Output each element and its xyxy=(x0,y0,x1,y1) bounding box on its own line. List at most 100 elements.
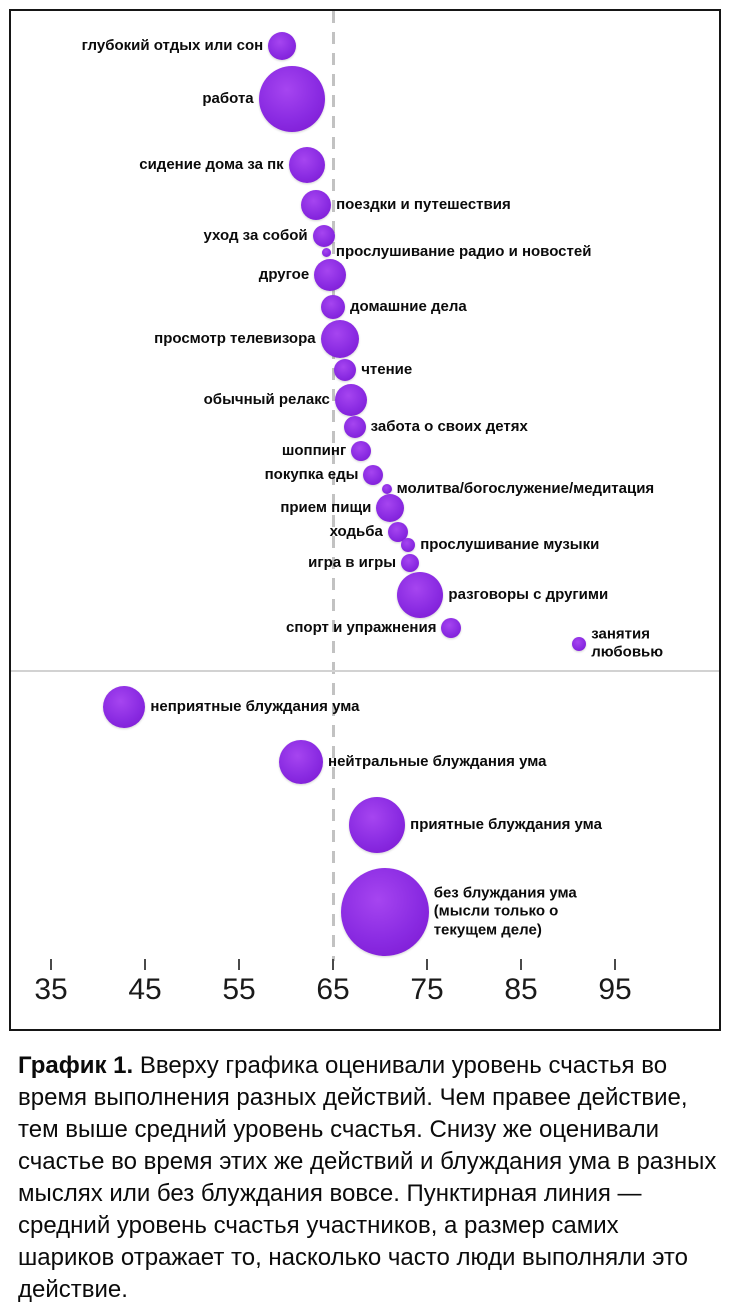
bubble xyxy=(301,190,332,220)
bubble-label-line: прием пищи xyxy=(280,498,372,516)
bubble-label-line: занятия xyxy=(591,625,650,643)
bubble xyxy=(334,359,357,381)
bubble-label: поездки и путешествия xyxy=(336,196,511,214)
bubble-label: молитва/богослужение/медитация xyxy=(397,480,655,498)
x-tick-mark xyxy=(332,959,334,970)
bubble-label-line: (мысли только о xyxy=(433,902,559,920)
bubble-label: шоппинг xyxy=(282,442,346,460)
figure-caption: График 1. Вверху графика оценивали урове… xyxy=(18,1050,718,1306)
bubble xyxy=(401,554,420,572)
bubble xyxy=(321,295,345,319)
x-tick-mark xyxy=(238,959,240,970)
bubble-label: домашние дела xyxy=(350,298,467,316)
bubble xyxy=(314,259,347,291)
bubble-label-line: поездки и путешествия xyxy=(336,195,511,213)
x-tick-label: 85 xyxy=(504,973,538,1006)
bubble xyxy=(320,320,359,358)
bubble-label-line: игра в игры xyxy=(308,553,397,571)
bubble-label-line: забота о своих детях xyxy=(370,417,528,435)
bubble xyxy=(288,147,325,183)
bubble xyxy=(376,494,405,522)
bubble-label-line: неприятные блуждания ума xyxy=(150,697,360,715)
caption-lead: График 1. xyxy=(18,1052,134,1079)
bubble-label: спорт и упражнения xyxy=(286,619,436,637)
bubble xyxy=(258,66,325,132)
bubble-label-line: работа xyxy=(202,89,254,107)
x-tick-label: 45 xyxy=(128,973,162,1006)
bubble-label: приятные блуждания ума xyxy=(410,816,602,834)
bubble-label-line: нейтральные блуждания ума xyxy=(328,752,547,770)
section-divider-line xyxy=(11,670,719,672)
x-tick-label: 65 xyxy=(316,973,350,1006)
bubble xyxy=(321,247,331,257)
bubble-label-line: чтение xyxy=(361,360,413,378)
bubble-label-line: покупка еды xyxy=(264,465,359,483)
bubble-label: ходьба xyxy=(330,523,383,541)
x-tick-mark xyxy=(614,959,616,970)
bubble-label-line: глубокий отдых или сон xyxy=(81,36,264,54)
bubble-label: покупка еды xyxy=(265,466,359,484)
bubble-label-line: прослушивание радио и новостей xyxy=(335,242,592,260)
mean-happiness-dashed-line xyxy=(331,11,335,961)
bubble xyxy=(334,384,367,416)
bubble-label-line: прослушивание музыки xyxy=(420,535,600,553)
caption-body: Вверху графика оценивали уровень счастья… xyxy=(18,1052,717,1303)
bubble-label: работа xyxy=(202,90,253,108)
bubble xyxy=(397,572,444,618)
x-tick-mark xyxy=(520,959,522,970)
bubble-label-line: текущем деле) xyxy=(433,921,542,939)
bubble-label: прием пищи xyxy=(280,499,371,517)
bubble-label-line: просмотр телевизора xyxy=(154,329,316,347)
bubble xyxy=(351,441,372,461)
bubble-label: уход за собой xyxy=(204,227,308,245)
bubble-label: неприятные блуждания ума xyxy=(150,698,359,716)
bubble-label: занятия любовью xyxy=(591,626,663,663)
bubble-label: прослушивание радио и новостей xyxy=(336,243,592,261)
bubble xyxy=(103,686,146,728)
bubble xyxy=(343,416,366,438)
bubble xyxy=(268,32,297,60)
bubble-label-line: шоппинг xyxy=(281,441,347,459)
bubble xyxy=(363,465,384,485)
bubble-label: забота о своих детях xyxy=(371,418,528,436)
bubble-label: чтение xyxy=(361,361,412,379)
bubble xyxy=(312,225,335,247)
bubble-label: разговоры с другими xyxy=(448,586,608,604)
x-tick-mark xyxy=(426,959,428,970)
bubble-label-line: приятные блуждания ума xyxy=(410,815,602,833)
bubble-label-line: ходьба xyxy=(329,522,383,540)
bubble-label: обычный релакс xyxy=(204,391,330,409)
bubble xyxy=(572,637,587,651)
bubble-label-line: обычный релакс xyxy=(203,390,330,408)
x-tick-mark xyxy=(50,959,52,970)
x-tick-mark xyxy=(144,959,146,970)
bubble xyxy=(349,797,406,853)
bubble xyxy=(279,740,324,784)
x-tick-label: 75 xyxy=(410,973,444,1006)
bubble-label-line: спорт и упражнения xyxy=(286,618,437,636)
bubble-label-line: любовью xyxy=(591,644,664,661)
bubble-label-line: другое xyxy=(258,265,310,283)
x-tick-label: 55 xyxy=(222,973,256,1006)
bubble-label-line: уход за собой xyxy=(203,226,308,244)
x-tick-label: 95 xyxy=(598,973,632,1006)
bubble-label: игра в игры xyxy=(308,554,396,572)
bubble-label: просмотр телевизора xyxy=(154,330,315,348)
bubble-label-line: разговоры с другими xyxy=(448,585,609,603)
bubble-label: сидение дома за пк xyxy=(139,156,283,174)
bubble-label-line: сидение дома за пк xyxy=(139,155,284,173)
bubble-label-line: без блуждания ума xyxy=(433,884,577,902)
bubble-label: прослушивание музыки xyxy=(420,536,599,554)
bubble xyxy=(401,538,416,552)
bubble xyxy=(340,868,429,956)
plot-area: глубокий отдых или сон работа сидение дома… xyxy=(11,11,719,1029)
bubble-label: глубокий отдых или сон xyxy=(82,37,264,55)
bubble-label: без блуждания ума (мысли только о текущем … xyxy=(434,885,577,940)
bubble-label: другое xyxy=(259,266,309,284)
bubble-label-line: домашние дела xyxy=(350,297,467,315)
bubble-chart: глубокий отдых или сон работа сидение дома… xyxy=(9,9,721,1031)
bubble xyxy=(387,522,408,542)
bubble xyxy=(441,618,462,638)
bubble-label: нейтральные блуждания ума xyxy=(328,753,546,771)
x-tick-label: 35 xyxy=(34,973,68,1006)
